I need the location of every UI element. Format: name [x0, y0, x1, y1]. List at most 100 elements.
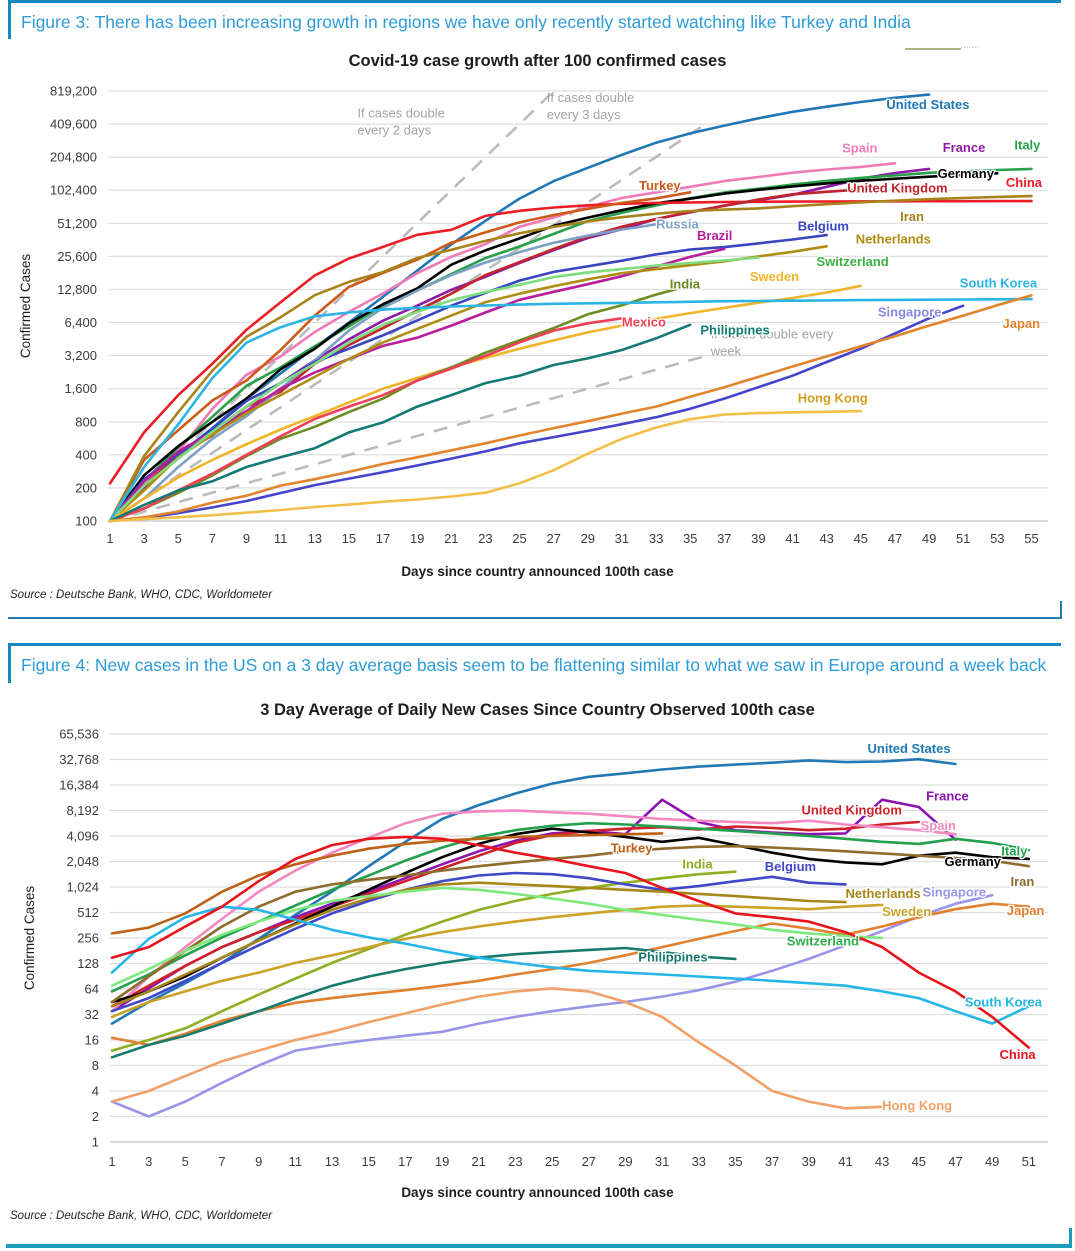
y-tick-label: 4	[92, 1083, 99, 1098]
x-tick-label: 25	[545, 1154, 559, 1169]
y-tick-label: 8,192	[66, 803, 99, 818]
y-tick-label: 4,096	[66, 828, 99, 843]
series-label-france: France	[943, 140, 986, 155]
x-tick-label: 11	[289, 1154, 303, 1169]
y-tick-label: 204,800	[50, 150, 97, 165]
series-label-china: China	[1000, 1047, 1037, 1062]
series-label-italy: Italy	[1014, 138, 1041, 153]
series-line-sweden	[108, 284, 863, 523]
series-line-south-korea	[110, 905, 1031, 1025]
series-line-italy	[108, 167, 1033, 523]
series-label-south-korea: South Korea	[965, 994, 1043, 1009]
figure3-source: Source : Deutsche Bank, WHO, CDC, Worldo…	[10, 589, 273, 602]
series-label-united-kingdom: United Kingdom	[802, 802, 902, 817]
x-tick-label: 31	[655, 1154, 669, 1169]
y-tick-label: 128	[77, 956, 99, 971]
series-label-singapore: Singapore	[878, 305, 942, 320]
y-tick-label: 65,536	[59, 726, 99, 741]
x-tick-label: 5	[182, 1154, 189, 1169]
series-label-hong-kong: Hong Kong	[798, 391, 868, 406]
x-tick-label: 33	[649, 531, 663, 546]
y-tick-label: 2,048	[66, 854, 99, 869]
y-tick-label: 1,024	[66, 879, 99, 894]
x-tick-label: 7	[218, 1154, 225, 1169]
x-tick-label: 29	[581, 531, 595, 546]
x-tick-label: 11	[274, 531, 288, 546]
y-tick-label: 409,600	[50, 117, 97, 132]
series-label-japan: Japan	[1003, 316, 1041, 331]
y-tick-label: 256	[77, 930, 99, 945]
x-tick-label: 13	[308, 531, 322, 546]
y-tick-label: 16,384	[59, 777, 99, 792]
x-tick-label: 19	[410, 531, 424, 546]
series-label-south-korea: South Korea	[960, 276, 1038, 291]
series-label-russia: Russia	[656, 217, 699, 232]
series-line-china	[110, 835, 1031, 1049]
figure4-chart-title: 3 Day Average of Daily New Cases Since C…	[260, 700, 815, 719]
x-tick-label: 37	[765, 1154, 779, 1169]
x-tick-label: 9	[255, 1154, 262, 1169]
figure4-chart-svg: 1 2 4 8 16 32 64 128 256 512 1,024 2,048 4,096 8,192 1…	[22, 726, 1048, 1169]
figure4-heading: Figure 4: New cases in the US on a 3 day…	[8, 643, 1061, 683]
series-label-singapore: Singapore	[923, 884, 987, 899]
series-label-hong-kong: Hong Kong	[882, 1098, 952, 1113]
x-tick-label: 43	[819, 531, 833, 546]
x-tick-label: 19	[435, 1154, 449, 1169]
x-tick-label: 35	[683, 531, 697, 546]
x-tick-label: 41	[785, 531, 799, 546]
y-tick-label: 8	[92, 1058, 99, 1073]
y-tick-label: 12,800	[57, 282, 97, 297]
x-tick-label: 29	[618, 1154, 632, 1169]
x-tick-label: 1	[106, 531, 113, 546]
x-tick-label: 49	[985, 1154, 999, 1169]
series-line-united-states	[108, 93, 931, 523]
figure3-chart-svg: 100 200 400 800 1,600 3,200 6,400 12,800 25,600 5…	[18, 84, 1048, 546]
series-label-france: France	[926, 788, 969, 803]
y-tick-label: 819,200	[50, 84, 97, 99]
spacer	[0, 619, 1075, 643]
series-label-germany: Germany	[945, 854, 1002, 869]
series-label-india: India	[670, 277, 701, 292]
y-tick-label: 100	[75, 514, 97, 529]
x-tick-label: 43	[875, 1154, 889, 1169]
guide-label: If cases double every 2 days	[357, 106, 444, 138]
x-tick-label: 13	[325, 1154, 339, 1169]
x-tick-label: 35	[728, 1154, 742, 1169]
series-line-netherlands	[108, 245, 829, 523]
series-line-belgium	[110, 871, 847, 1013]
series-line-south-korea	[108, 298, 1033, 523]
series-label-sweden: Sweden	[750, 269, 799, 284]
x-tick-label: 31	[615, 531, 629, 546]
x-tick-label: 1	[108, 1154, 115, 1169]
x-tick-label: 5	[175, 531, 182, 546]
x-tick-label: 55	[1024, 531, 1038, 546]
x-tick-label: 49	[922, 531, 936, 546]
series-label-united-states: United States	[868, 741, 951, 756]
x-tick-label: 51	[956, 531, 970, 546]
series-label-philippines: Philippines	[638, 949, 707, 964]
y-tick-label: 800	[75, 415, 97, 430]
y-tick-label: 6,400	[64, 315, 97, 330]
x-tick-label: 21	[471, 1154, 485, 1169]
series-line-spain	[110, 808, 957, 1013]
y-tick-label: 32,768	[59, 752, 99, 767]
figure3-xaxis-label: Days since country announced 100th case	[401, 564, 674, 580]
series-line-hong-kong	[110, 986, 884, 1110]
x-tick-label: 23	[508, 1154, 522, 1169]
series-line-singapore	[110, 893, 994, 1118]
series-line-philippines	[108, 323, 692, 523]
y-tick-label: 51,200	[57, 216, 97, 231]
y-tick-label: 16	[85, 1032, 99, 1047]
x-tick-label: 45	[854, 531, 868, 546]
y-tick-label: 3,200	[64, 348, 97, 363]
series-label-iran: Iran	[900, 209, 924, 224]
series-line-united-kingdom	[110, 820, 921, 1008]
x-tick-label: 21	[444, 531, 458, 546]
series-line-netherlands	[110, 881, 847, 1008]
series-line-philippines	[110, 946, 737, 1059]
x-tick-label: 47	[948, 1154, 962, 1169]
y-tick-label: 1	[92, 1134, 99, 1149]
series-line-iran	[108, 195, 1033, 523]
figure4-source: Source : Deutsche Bank, WHO, CDC, Worldo…	[10, 1209, 273, 1222]
